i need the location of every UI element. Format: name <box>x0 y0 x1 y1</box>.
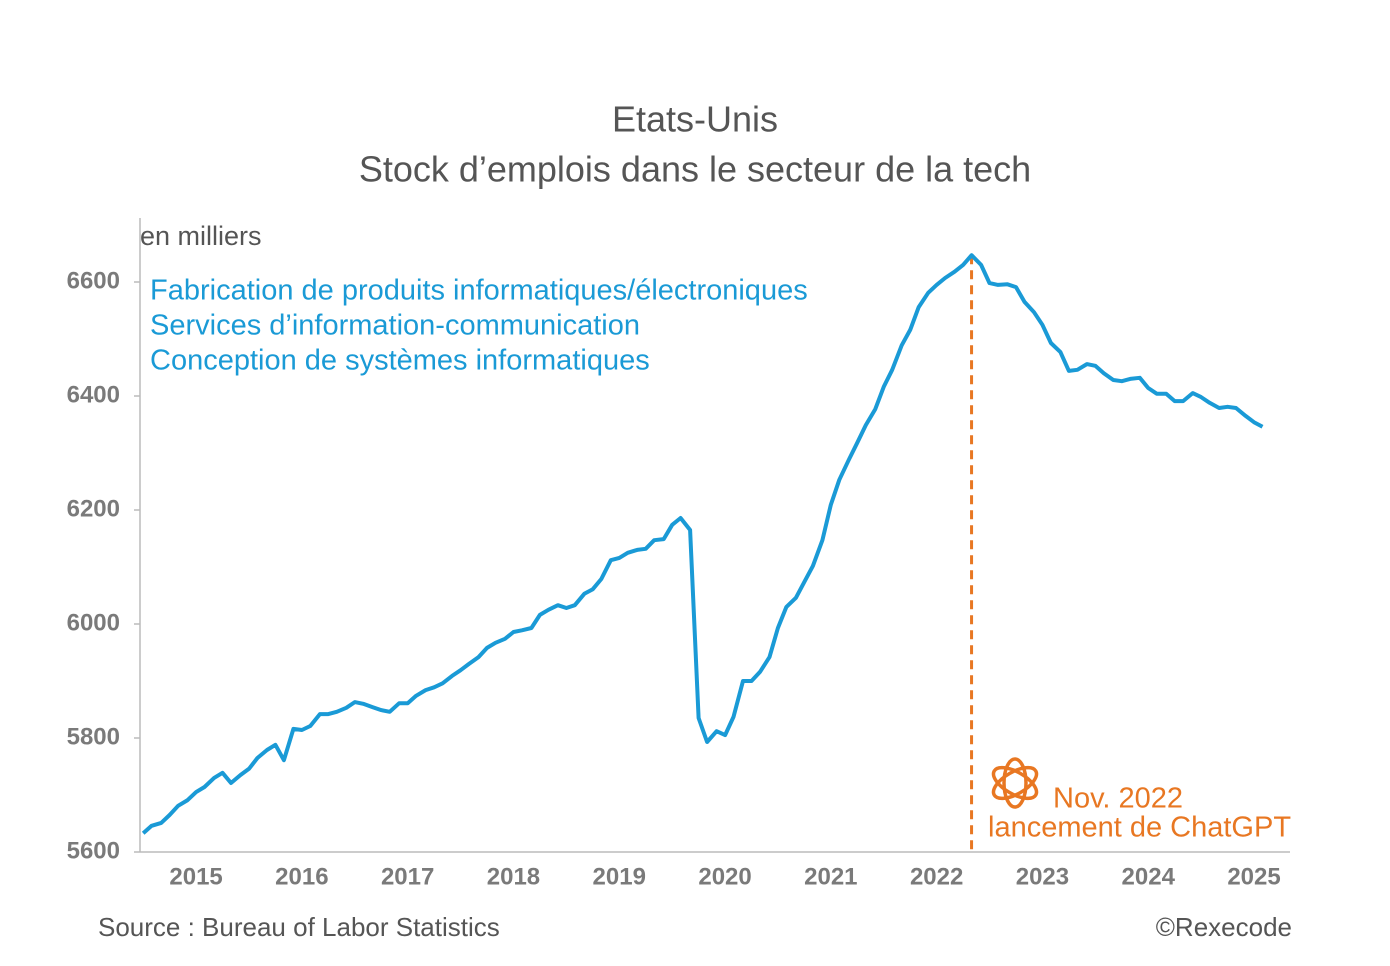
credit: ©Rexecode <box>1156 912 1292 942</box>
source: Source : Bureau of Labor Statistics <box>98 912 500 942</box>
x-tick-label: 2015 <box>169 863 222 890</box>
chatgpt-logo <box>991 757 1039 809</box>
x-tick-label: 2019 <box>593 863 646 890</box>
y-tick-label: 6600 <box>67 267 120 294</box>
x-tick-label: 2022 <box>910 863 963 890</box>
y-tick-label: 5600 <box>67 837 120 864</box>
x-tick-label: 2020 <box>698 863 751 890</box>
annotation-label: Nov. 2022 <box>1053 783 1183 815</box>
x-tick-label: 2025 <box>1227 863 1280 890</box>
y-tick-label: 6200 <box>67 495 120 522</box>
x-tick-label: 2023 <box>1016 863 1069 890</box>
annotation-text: lancement de ChatGPT <box>988 812 1291 844</box>
x-tick-label: 2024 <box>1122 863 1176 890</box>
unit-label: en milliers <box>140 221 262 251</box>
y-tick-label: 6000 <box>67 609 120 636</box>
legend-text: Services d’information-communication <box>150 310 640 342</box>
x-tick-label: 2016 <box>275 863 328 890</box>
data-line <box>141 253 1264 835</box>
legend-text: Conception de systèmes informatiques <box>150 345 650 377</box>
y-tick-label: 6400 <box>67 381 120 408</box>
legend-text: Fabrication de produits informatiques/él… <box>150 275 808 307</box>
x-tick-label: 2017 <box>381 863 434 890</box>
chart-title: Stock d’emplois dans le secteur de la te… <box>359 149 1031 190</box>
y-tick-label: 5800 <box>67 723 120 750</box>
chart-title: Etats-Unis <box>612 99 778 140</box>
x-tick-label: 2018 <box>487 863 540 890</box>
x-tick-label: 2021 <box>804 863 857 890</box>
